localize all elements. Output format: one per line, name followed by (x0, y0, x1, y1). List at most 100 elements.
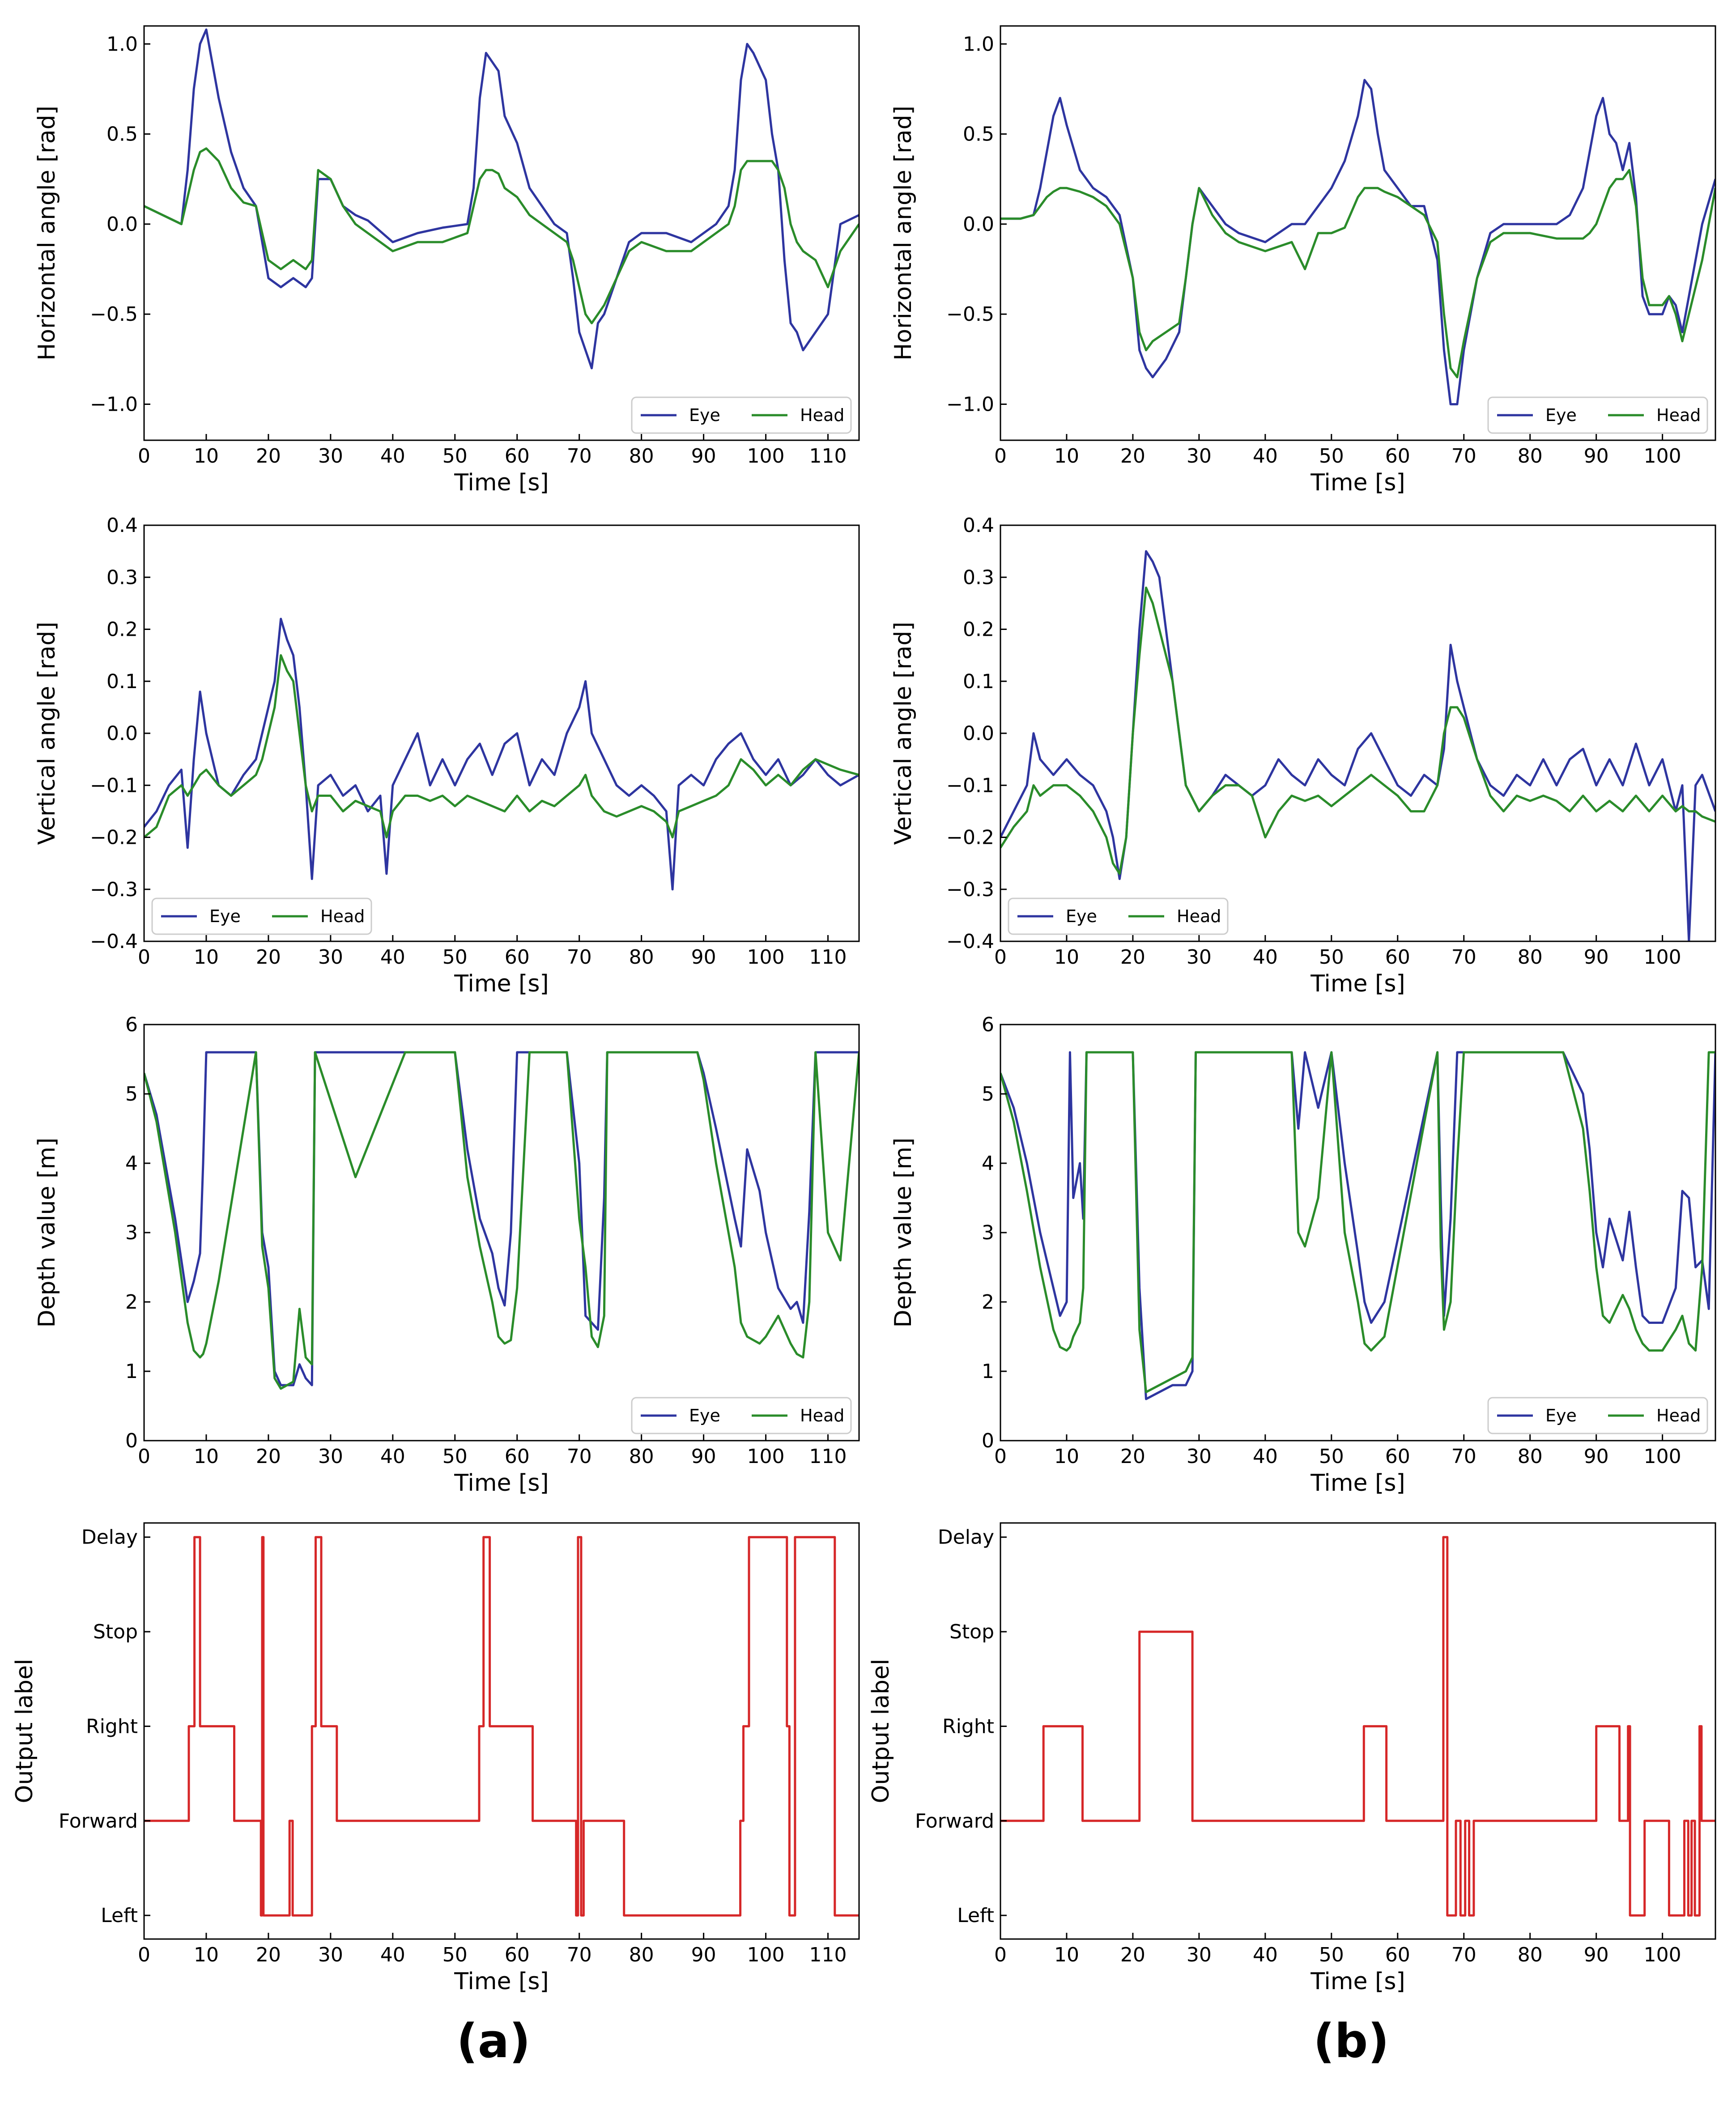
x-tick-label: 50 (1319, 946, 1344, 969)
x-tick-label: 70 (1451, 1944, 1476, 1966)
x-tick-label: 0 (994, 1944, 1007, 1966)
x-tick-label: 90 (691, 946, 716, 969)
series-line-eye (144, 617, 859, 891)
y-tick-label: 0.5 (963, 123, 994, 146)
series-line-eye (144, 1051, 859, 1386)
legend-label-eye: Eye (689, 405, 720, 425)
x-tick-label: 20 (256, 445, 281, 468)
legend-label-head: Head (800, 405, 844, 425)
x-tick-label: 100 (747, 946, 785, 969)
y-tick-label: 1 (982, 1360, 994, 1383)
panel-label-a: (a) (456, 2014, 530, 2068)
legend: Eye Head (1008, 897, 1229, 935)
x-tick-label: 40 (1253, 1445, 1278, 1468)
x-tick-label: 10 (194, 1445, 219, 1468)
x-tick-label: 50 (1319, 445, 1344, 468)
chart-a-horizontal: 0 10 20 30 40 50 60 70 80 90 100 110 −1.0 −0.5 0.0 0.5 1… (34, 25, 860, 496)
x-tick-label: 10 (194, 445, 219, 468)
y-tick-label: 0.1 (963, 670, 994, 693)
y-tick-label: 2 (982, 1291, 994, 1314)
y-tick-label: −0.1 (946, 774, 994, 797)
x-tick-label: 100 (747, 445, 785, 468)
x-axis-label: Time [s] (1310, 1968, 1405, 1995)
x-tick-label: 0 (138, 445, 150, 468)
x-tick-label: 20 (256, 1445, 281, 1468)
y-tick-label: −0.2 (946, 826, 994, 849)
chart-a-vertical: 0 10 20 30 40 50 60 70 80 90 100 110 −0.4 −0.3 −0.2 −0.… (34, 514, 860, 997)
legend-label-eye: Eye (1545, 1406, 1577, 1425)
x-tick-label: 90 (1584, 1944, 1609, 1966)
x-tick-label: 60 (1385, 445, 1410, 468)
y-tick-label: 6 (982, 1013, 994, 1036)
y-tick-label: 1 (125, 1360, 138, 1383)
y-tick-label: 0.1 (106, 670, 138, 693)
x-tick-label: 40 (380, 1445, 405, 1468)
series-line-head (144, 654, 859, 838)
y-tick-label: 1.0 (106, 33, 138, 55)
x-tick-label: 110 (809, 946, 847, 969)
x-tick-label: 100 (1644, 1445, 1681, 1468)
chart-b-vertical: 0 10 20 30 40 50 60 70 80 90 100 −0.4 −0.3 −0.2 −0.1 0.… (890, 514, 1716, 997)
legend: Eye Head (151, 897, 372, 935)
legend-box (1487, 1397, 1708, 1434)
legend: Eye Head (1487, 1397, 1708, 1434)
legend-box (631, 396, 852, 434)
legend: Eye Head (1487, 396, 1708, 434)
series-line-head (144, 147, 859, 324)
legend-label-head: Head (1656, 405, 1701, 425)
x-tick-label: 30 (318, 946, 343, 969)
x-axis-label: Time [s] (454, 970, 549, 997)
y-axis-label: Output label (868, 1659, 894, 1803)
chart-a-depth: 0 10 20 30 40 50 60 70 80 90 100 110 0 1 2 3 4 5 6 Time [s]… (34, 1013, 860, 1497)
x-tick-label: 80 (629, 445, 654, 468)
y-tick-label: 5 (982, 1083, 994, 1106)
x-tick-label: 20 (1120, 1445, 1145, 1468)
y-tick-label: 0.0 (106, 213, 138, 236)
x-axis-label: Time [s] (454, 1470, 549, 1497)
x-tick-label: 40 (1253, 946, 1278, 969)
legend: Eye Head (631, 396, 852, 434)
y-tick-label: 0.2 (963, 618, 994, 641)
legend-label-eye: Eye (689, 1406, 720, 1425)
legend-label-eye: Eye (209, 906, 241, 926)
x-axis-label: Time [s] (1310, 469, 1405, 496)
x-tick-label: 100 (747, 1944, 785, 1966)
x-tick-label: 20 (1120, 1944, 1145, 1966)
plot-frame (143, 524, 860, 942)
x-axis-label: Time [s] (1310, 970, 1405, 997)
x-tick-label: 90 (1584, 445, 1609, 468)
x-tick-label: 70 (567, 445, 592, 468)
y-tick-label: 0 (982, 1429, 994, 1452)
plot-frame (143, 25, 860, 441)
legend-box (631, 1397, 852, 1434)
y-axis-label: Horizontal angle [rad] (34, 106, 60, 361)
x-tick-label: 50 (443, 1944, 468, 1966)
y-tick-label: −0.5 (90, 303, 138, 326)
y-tick-label: −0.3 (90, 878, 138, 901)
x-tick-label: 30 (318, 1944, 343, 1966)
x-axis-label: Time [s] (454, 1968, 549, 1995)
y-tick-label: Right (86, 1715, 138, 1738)
x-tick-label: 60 (505, 445, 530, 468)
x-tick-label: 30 (1187, 1445, 1212, 1468)
x-tick-label: 80 (1518, 1445, 1543, 1468)
x-tick-label: 20 (1120, 445, 1145, 468)
x-tick-label: 0 (138, 946, 150, 969)
x-tick-label: 30 (1187, 946, 1212, 969)
x-tick-label: 110 (809, 1944, 847, 1966)
plot-frame (1000, 524, 1716, 942)
x-tick-label: 20 (256, 946, 281, 969)
y-axis-label: Vertical angle [rad] (890, 622, 917, 845)
y-tick-label: −0.2 (90, 826, 138, 849)
series-line-head (1000, 169, 1715, 379)
y-tick-label: Forward (915, 1810, 994, 1833)
series-line-eye (1000, 1051, 1715, 1400)
y-tick-label: −0.4 (90, 930, 138, 953)
legend-box (1008, 897, 1229, 935)
x-tick-label: 30 (1187, 1944, 1212, 1966)
x-tick-label: 10 (1054, 946, 1079, 969)
x-tick-label: 10 (194, 1944, 219, 1966)
x-tick-label: 50 (443, 1445, 468, 1468)
x-tick-label: 30 (1187, 445, 1212, 468)
